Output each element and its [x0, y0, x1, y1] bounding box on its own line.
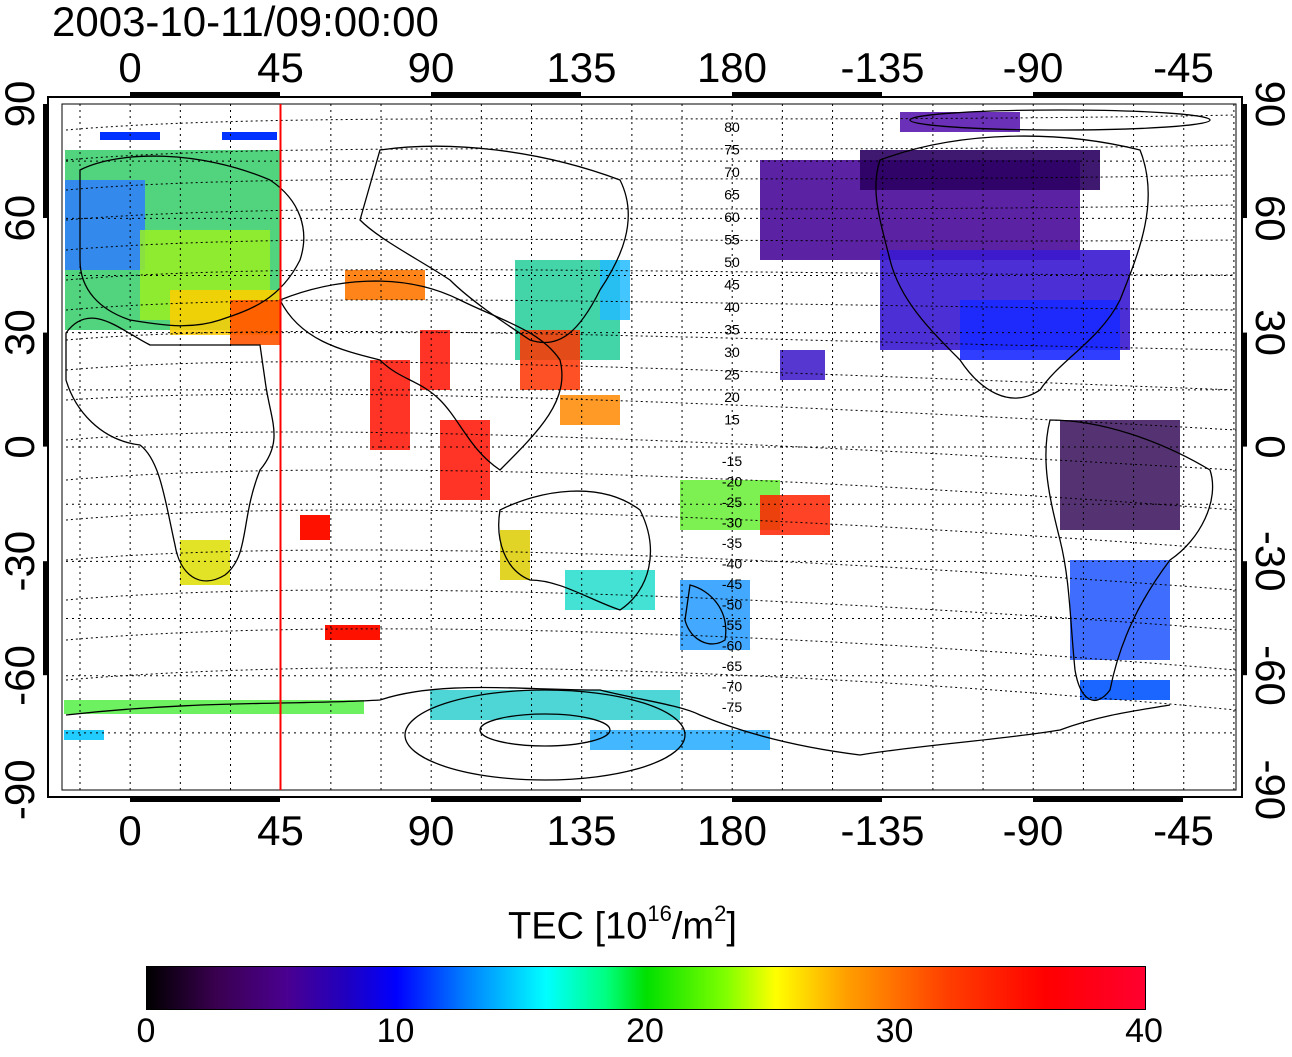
- right-latitude-labels: 90 60 30 0 -30 -60 -90: [1247, 81, 1292, 821]
- contour-label: -40: [722, 556, 742, 572]
- left-lat-label: -90: [0, 759, 43, 820]
- contour-label: -55: [722, 617, 742, 633]
- contour-label: 60: [724, 209, 740, 225]
- left-frame-bar: [43, 561, 49, 676]
- contour-label: 50: [724, 254, 740, 270]
- top-frame-bar: [1033, 92, 1183, 98]
- bottom-lon-label: 0: [118, 807, 141, 854]
- bottom-longitude-labels: 0 45 90 135 180 -135 -90 -45: [118, 807, 1214, 854]
- left-lat-label: -30: [0, 531, 43, 592]
- colorbar-tick-label: 0: [136, 1012, 156, 1050]
- contour-label: -35: [722, 535, 742, 551]
- contour-label: -75: [722, 699, 742, 715]
- right-frame-bar: [1241, 332, 1247, 447]
- polar-ovals: [404, 109, 1211, 781]
- contour-label: 30: [724, 344, 740, 360]
- bottom-frame-bar: [732, 796, 882, 802]
- contour-labels: 80 75 70 65 60 55 50 45 40 35 30 25 20 15 -15 -20 -25 -30…: [722, 119, 742, 715]
- right-lat-label: 60: [1247, 195, 1292, 242]
- bottom-lon-label: 135: [546, 807, 616, 854]
- top-lon-label: -90: [1003, 44, 1064, 91]
- colorbar-tick-label: 30: [875, 1012, 914, 1050]
- contour-label: -25: [722, 494, 742, 510]
- bottom-frame-bar: [431, 796, 581, 802]
- contour-label: 70: [724, 164, 740, 180]
- top-frame-bar: [732, 92, 882, 98]
- top-lon-label: -45: [1153, 44, 1214, 91]
- frame-tick-bars: [43, 92, 1247, 802]
- left-frame-bar: [43, 332, 49, 447]
- top-lon-label: 180: [697, 44, 767, 91]
- contour-label: 65: [724, 187, 740, 203]
- bottom-lon-label: 45: [257, 807, 304, 854]
- bottom-lon-label: -135: [840, 807, 924, 854]
- top-frame-bar: [130, 92, 280, 98]
- right-frame-bar: [1241, 104, 1247, 218]
- map-title: 2003-10-11/09:00:00: [52, 0, 439, 45]
- contour-label: 40: [724, 299, 740, 315]
- contour-label: 25: [724, 367, 740, 383]
- colorbar-title: TEC [1016/m2]: [508, 901, 737, 949]
- left-lat-label: 30: [0, 309, 43, 356]
- tec-data-patches: [64, 112, 1180, 750]
- right-lat-label: 0: [1247, 435, 1292, 458]
- contour-label: -60: [722, 638, 742, 654]
- contour-label: 35: [724, 322, 740, 338]
- colorbar: [146, 966, 1146, 1010]
- contour-label: -65: [722, 658, 742, 674]
- colorbar-title-exp: 16: [647, 901, 672, 926]
- right-frame-bar: [1241, 561, 1247, 676]
- right-lat-label: -90: [1247, 759, 1292, 820]
- contour-label: -70: [722, 679, 742, 695]
- left-frame-bar: [43, 104, 49, 218]
- colorbar-tick-label: 40: [1125, 1012, 1163, 1050]
- contour-label: 45: [724, 277, 740, 293]
- bottom-frame-bar: [1033, 796, 1183, 802]
- right-lat-label: 90: [1247, 81, 1292, 128]
- top-lon-label: 0: [118, 44, 141, 91]
- left-lat-label: 90: [0, 81, 43, 128]
- bottom-lon-label: -90: [1003, 807, 1064, 854]
- colorbar-title-exp2: 2: [714, 901, 727, 926]
- top-lon-label: 45: [257, 44, 304, 91]
- right-lat-label: -30: [1247, 531, 1292, 592]
- left-lat-label: 60: [0, 195, 43, 242]
- colorbar-tick-label: 10: [376, 1012, 415, 1050]
- top-longitude-labels: 0 45 90 135 180 -135 -90 -45: [118, 44, 1214, 91]
- contour-label: 55: [724, 232, 740, 248]
- bottom-lon-label: 90: [408, 807, 455, 854]
- magnetic-contours: [65, 114, 1237, 711]
- contour-label: -50: [722, 597, 742, 613]
- colorbar-title-prefix: TEC [10: [508, 905, 648, 948]
- right-lat-label: -60: [1247, 645, 1292, 706]
- tec-map: 80 75 70 65 60 55 50 45 40 35 30 25 20 15 -15 -20 -25 -30…: [0, 44, 1292, 854]
- contour-label: -30: [722, 515, 742, 531]
- colorbar-title-mid: /m: [671, 905, 715, 948]
- colorbar-title-suffix: ]: [726, 905, 737, 948]
- top-frame-bar: [431, 92, 581, 98]
- right-lat-label: 30: [1247, 309, 1292, 356]
- contour-label: -20: [722, 474, 742, 490]
- coastlines: [65, 135, 1214, 756]
- contour-label: 75: [724, 142, 740, 158]
- contour-label: 80: [724, 119, 740, 135]
- left-lat-label: -60: [0, 645, 43, 706]
- contour-label: 15: [724, 412, 740, 428]
- contour-label: 20: [724, 389, 740, 405]
- top-lon-label: -135: [840, 44, 924, 91]
- colorbar-tick-label: 20: [626, 1012, 664, 1050]
- top-lon-label: 90: [408, 44, 455, 91]
- left-lat-label: 0: [0, 435, 43, 458]
- bottom-frame-bar: [130, 796, 280, 802]
- left-latitude-labels: 90 60 30 0 -30 -60 -90: [0, 81, 43, 821]
- top-lon-label: 135: [546, 44, 616, 91]
- bottom-lon-label: -45: [1153, 807, 1214, 854]
- bottom-lon-label: 180: [697, 807, 767, 854]
- contour-label: -45: [722, 576, 742, 592]
- contour-label: -15: [722, 453, 742, 469]
